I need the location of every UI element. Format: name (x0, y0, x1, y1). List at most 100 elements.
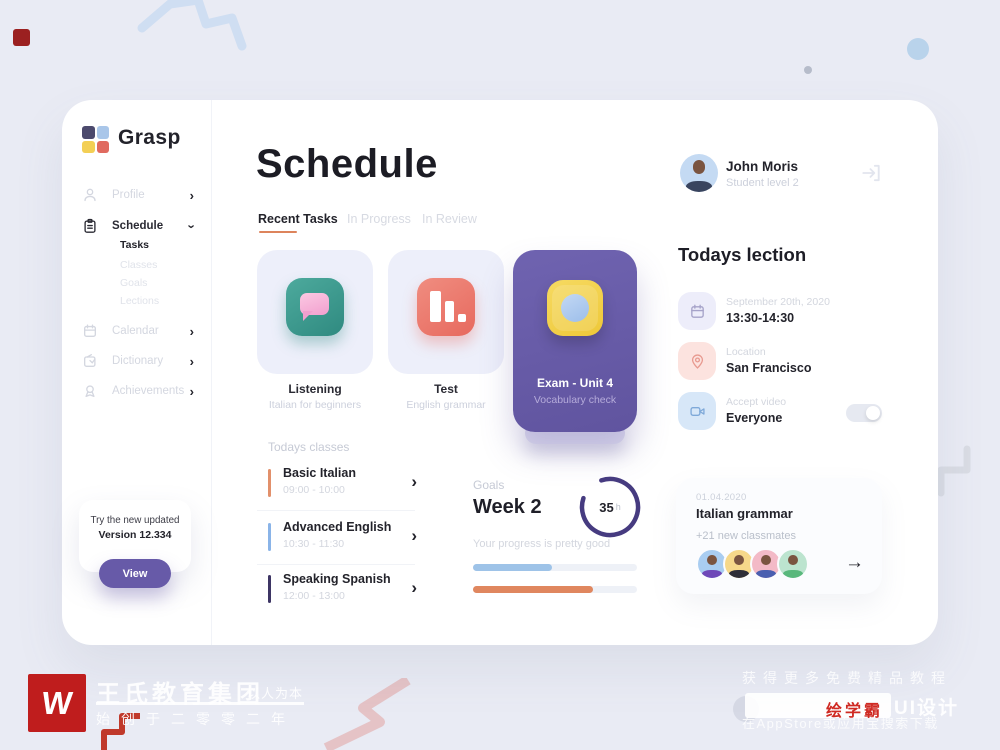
goals-hours: 35 h (572, 469, 648, 545)
watermark-divider (96, 702, 304, 705)
sidebar-item-label: Achievements (112, 385, 185, 397)
sidebar-subitem-lections[interactable]: Lections (120, 295, 160, 307)
lection-time-value: 13:30-14:30 (726, 311, 795, 325)
class-row-advanced-english[interactable]: Advanced English 10:30 - 11:30 › (257, 518, 419, 558)
bar-chart-icon (417, 278, 475, 336)
next-class-card[interactable]: 01.04.2020 Italian grammar +21 new class… (676, 478, 882, 594)
task-caption: Listening Italian for beginners (245, 382, 385, 411)
sidebar-divider (211, 100, 212, 645)
watermark-slogan: 以人为本 (247, 686, 304, 701)
user-avatar (680, 154, 718, 192)
tab-in-progress[interactable]: In Progress (347, 212, 411, 226)
circle-decoration (907, 38, 929, 60)
task-title: Exam - Unit 4 (536, 376, 614, 390)
sidebar-item-schedule[interactable]: Schedule › (82, 217, 199, 235)
calendar-icon (690, 304, 704, 318)
app-name: Grasp (118, 126, 181, 149)
lection-date-label: September 20th, 2020 (726, 296, 830, 308)
lection-location-icon-box (678, 342, 716, 380)
divider (257, 510, 415, 511)
goals-week: Week 2 (473, 496, 542, 518)
lection-section-title: Todays lection (678, 244, 807, 265)
sidebar-item-dictionary[interactable]: Dictionary › (82, 352, 194, 370)
square-decoration (13, 29, 30, 46)
chevron-right-icon: › (189, 383, 194, 399)
class-time: 09:00 - 10:00 (283, 484, 345, 496)
user-level: Student level 2 (726, 177, 799, 189)
logout-icon[interactable] (860, 162, 882, 184)
lection-video-label: Accept video (726, 396, 787, 408)
toggle-knob (866, 406, 880, 420)
lection-date-icon-box (678, 292, 716, 330)
task-card-exam[interactable]: Exam - Unit 4 Vocabulary check (513, 250, 637, 432)
sidebar-item-calendar[interactable]: Calendar › (82, 322, 194, 340)
dictionary-icon (84, 354, 96, 367)
watermark-promo-line1: 获得更多免费精品教程 (742, 670, 952, 686)
class-time: 12:00 - 13:00 (283, 590, 345, 602)
watermark-since: 始创于二零零二年 (96, 711, 296, 727)
class-accent-bar (268, 575, 271, 603)
sidebar-item-profile[interactable]: Profile › (82, 186, 194, 204)
grasp-logo-icon (82, 126, 109, 153)
arrow-right-icon[interactable]: → (845, 552, 864, 573)
sidebar-subitem-goals[interactable]: Goals (120, 277, 148, 289)
goals-progress-ring (579, 476, 641, 538)
chevron-right-icon: › (411, 578, 417, 597)
chevron-right-icon: › (189, 353, 194, 369)
next-class-date: 01.04.2020 (696, 492, 747, 503)
sidebar-item-label: Dictionary (112, 355, 164, 367)
accept-video-toggle[interactable] (846, 404, 882, 422)
sidebar-subitem-tasks[interactable]: Tasks (120, 239, 149, 251)
tab-recent-tasks[interactable]: Recent Tasks (258, 212, 338, 233)
classmates-avatars (696, 548, 809, 580)
class-row-basic-italian[interactable]: Basic Italian 09:00 - 10:00 › (257, 464, 419, 504)
sidebar-item-label: Profile (112, 189, 145, 201)
task-title: Test (434, 382, 458, 396)
lection-location-label: Location (726, 346, 766, 358)
sidebar-item-achievements[interactable]: Achievements › (82, 382, 194, 400)
lection-location-value: San Francisco (726, 361, 812, 375)
update-version: Version 12.334 (98, 529, 172, 541)
class-time: 10:30 - 11:30 (283, 538, 345, 550)
sidebar-subitem-classes[interactable]: Classes (120, 259, 158, 271)
page-title: Schedule (256, 142, 438, 186)
task-subtitle: Vocabulary check (533, 394, 617, 406)
chevron-right-icon: › (189, 187, 194, 203)
task-card-test[interactable] (388, 250, 504, 374)
goals-hours-unit: h (615, 502, 621, 512)
view-button[interactable]: View (99, 559, 171, 588)
goals-note: Your progress is pretty good (473, 538, 611, 550)
divider (257, 564, 415, 565)
lection-video-icon-box (678, 392, 716, 430)
class-name: Advanced English (283, 520, 392, 534)
class-name: Basic Italian (283, 466, 356, 480)
class-row-speaking-spanish[interactable]: Speaking Spanish 12:00 - 13:00 › (257, 570, 419, 610)
user-icon (84, 188, 96, 202)
clipboard-icon (84, 218, 96, 233)
classmate-avatar (750, 548, 782, 580)
goals-section-label: Goals (473, 478, 505, 492)
tab-in-review[interactable]: In Review (422, 212, 477, 226)
version-update-card: Try the new updated Version 12.334 View (79, 500, 191, 588)
lection-video-value: Everyone (726, 411, 783, 425)
next-class-note: +21 new classmates (696, 530, 796, 542)
task-card-listening[interactable] (257, 250, 373, 374)
user-name: John Moris (726, 159, 799, 174)
medal-icon (85, 385, 95, 397)
next-class-title: Italian grammar (696, 506, 793, 521)
goals-hours-value: 35 (599, 499, 614, 515)
zigzag-decoration-top (137, 0, 247, 51)
class-accent-bar (268, 523, 271, 551)
classmate-avatar (777, 548, 809, 580)
task-subtitle: English grammar (406, 399, 486, 411)
video-camera-icon (689, 406, 705, 416)
progress-bar-fill-blue (473, 564, 552, 571)
camera-icon (547, 280, 603, 336)
step-decoration-right (937, 445, 971, 497)
progress-bar-track (473, 586, 637, 593)
class-name: Speaking Spanish (283, 572, 391, 586)
chevron-down-icon: › (184, 223, 200, 229)
chevron-right-icon: › (411, 526, 417, 545)
chevron-right-icon: › (411, 472, 417, 491)
